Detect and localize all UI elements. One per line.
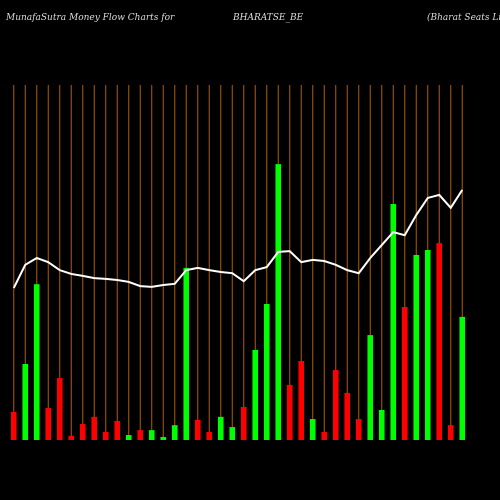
bar	[125, 435, 132, 440]
bar	[332, 370, 339, 440]
bar	[206, 432, 213, 440]
bar	[102, 432, 109, 440]
bar	[309, 419, 316, 440]
bar	[45, 408, 52, 440]
bar	[436, 243, 443, 440]
bar	[447, 425, 454, 440]
bar	[56, 378, 63, 440]
bar	[275, 164, 282, 440]
bar	[183, 267, 190, 440]
bar	[10, 411, 17, 440]
bar	[252, 349, 259, 440]
bar	[22, 364, 29, 440]
bar	[194, 419, 201, 440]
bar	[401, 307, 408, 440]
symbol: BHARATSE_BE	[232, 13, 304, 23]
bar	[240, 406, 247, 440]
chart-title: MunafaSutra Money Flow Charts for	[5, 13, 175, 23]
bar	[91, 416, 98, 440]
bar	[263, 303, 270, 440]
bar	[355, 419, 362, 440]
bar	[459, 316, 466, 440]
bar	[286, 384, 293, 440]
bar	[217, 416, 224, 440]
bar	[114, 421, 121, 440]
bar	[229, 427, 236, 440]
bar	[367, 335, 374, 440]
bar	[68, 435, 75, 440]
bar	[148, 430, 155, 440]
bar	[344, 392, 351, 440]
bar	[390, 204, 397, 440]
bar	[424, 250, 431, 440]
bar	[79, 424, 86, 440]
bar	[321, 432, 328, 440]
bar	[171, 425, 178, 440]
bar	[378, 409, 385, 440]
bar	[33, 284, 40, 440]
bar	[298, 360, 305, 440]
bar	[413, 254, 420, 440]
company: (Bharat Seats Limit	[427, 12, 500, 23]
bar	[160, 436, 167, 440]
price-line	[12, 189, 464, 289]
bar	[137, 430, 144, 440]
